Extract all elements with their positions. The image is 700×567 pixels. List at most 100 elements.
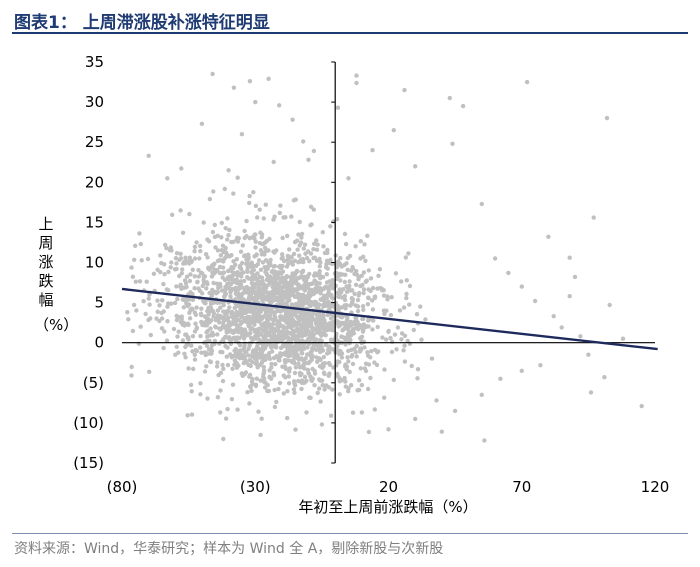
data-point (381, 293, 387, 298)
data-point (236, 236, 241, 241)
data-point (294, 238, 300, 243)
data-point (389, 295, 394, 300)
data-point (353, 282, 359, 287)
data-point (321, 302, 326, 308)
data-point (158, 253, 163, 258)
data-point (225, 362, 231, 368)
data-point (292, 343, 298, 349)
data-point (285, 233, 290, 239)
data-point (221, 366, 226, 371)
data-point (292, 370, 298, 376)
data-point (282, 314, 287, 320)
data-point (354, 73, 359, 78)
data-point (572, 274, 578, 280)
data-point (324, 383, 329, 388)
data-point (190, 349, 195, 354)
data-point (347, 279, 352, 284)
data-point (269, 306, 274, 311)
data-point (321, 354, 326, 360)
data-point (315, 359, 320, 364)
data-point (257, 355, 262, 360)
data-point (190, 297, 196, 303)
data-point (404, 295, 409, 301)
data-point (199, 121, 205, 127)
data-point (205, 316, 211, 322)
data-point (310, 354, 315, 359)
data-point (233, 262, 238, 267)
data-point (248, 264, 254, 270)
data-point (294, 268, 299, 274)
data-point (245, 390, 250, 395)
data-point (160, 298, 165, 303)
data-point (194, 305, 199, 310)
data-point (283, 215, 288, 220)
data-point (218, 305, 223, 310)
data-point (551, 314, 556, 319)
data-point (221, 270, 226, 275)
data-point (310, 345, 315, 351)
data-point (248, 385, 253, 390)
data-point (246, 276, 251, 281)
data-point (261, 364, 266, 370)
data-point (326, 360, 332, 366)
x-tick-label: 20 (379, 478, 398, 496)
data-point (315, 328, 321, 333)
data-point (303, 356, 308, 361)
data-point (175, 296, 180, 302)
data-point (193, 321, 198, 326)
data-point (299, 315, 304, 320)
x-tick-label: (80) (107, 478, 138, 496)
data-point (217, 326, 222, 331)
data-point (247, 236, 252, 241)
data-point (236, 295, 242, 300)
data-point (319, 422, 325, 427)
data-point (174, 344, 179, 349)
data-point (429, 356, 435, 361)
data-point (376, 349, 381, 354)
data-point (366, 324, 371, 329)
data-point (201, 220, 206, 225)
data-point (147, 292, 152, 297)
data-point (169, 260, 174, 265)
data-point (229, 397, 235, 402)
y-tick-label: 30 (85, 93, 104, 111)
data-point (268, 322, 273, 327)
data-point (237, 303, 242, 308)
data-point (228, 267, 233, 272)
data-point (192, 249, 197, 254)
data-point (299, 350, 304, 355)
y-axis-title-char: 跌 (38, 272, 54, 290)
data-point (302, 366, 307, 371)
trend-line (121, 287, 658, 351)
data-point (224, 311, 229, 317)
data-point (567, 294, 572, 299)
data-point (314, 355, 319, 360)
data-point (419, 337, 424, 342)
data-point (218, 388, 223, 393)
data-point (346, 176, 351, 181)
data-point (234, 309, 239, 315)
data-point (207, 338, 212, 344)
y-tick-label: 0 (94, 334, 104, 352)
data-point (337, 352, 342, 357)
data-point (226, 281, 231, 286)
data-point (227, 323, 233, 328)
data-point (218, 270, 223, 276)
data-point (372, 295, 378, 301)
data-point (257, 240, 263, 246)
data-point (331, 365, 336, 370)
data-point (294, 348, 299, 354)
data-point (406, 251, 411, 256)
data-point (162, 262, 167, 267)
data-point (315, 273, 320, 278)
data-point (299, 231, 305, 237)
data-point (242, 278, 247, 284)
data-point (180, 230, 186, 235)
data-point (242, 228, 247, 234)
data-point (331, 314, 336, 319)
data-point (602, 375, 607, 380)
data-point (255, 215, 260, 220)
data-point (293, 288, 298, 293)
data-point (174, 317, 180, 323)
data-point (377, 267, 383, 272)
